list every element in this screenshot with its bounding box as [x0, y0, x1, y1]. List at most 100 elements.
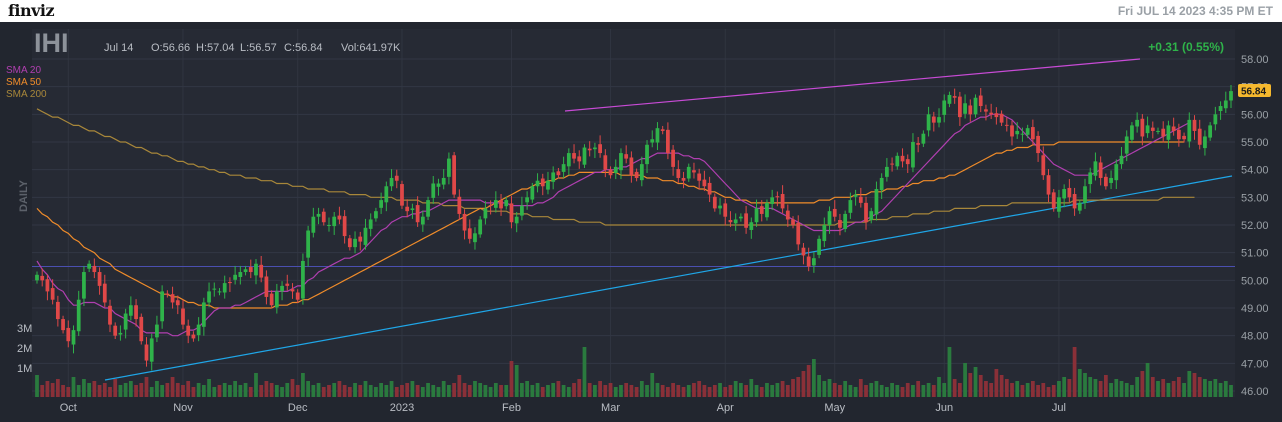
candle — [608, 166, 613, 179]
candle — [869, 207, 874, 224]
candle-body — [655, 128, 660, 143]
candle — [259, 255, 264, 283]
candle — [55, 295, 60, 327]
candle-body — [384, 186, 389, 203]
volume-bar — [994, 369, 999, 397]
volume-bar — [259, 385, 264, 397]
volume-bar — [332, 383, 337, 397]
candle — [123, 308, 128, 339]
volume-bar — [890, 383, 894, 397]
volume-bar — [457, 375, 462, 397]
candle-body — [780, 194, 785, 209]
volume-bar — [551, 383, 556, 397]
candle — [431, 176, 436, 204]
candle — [1067, 179, 1072, 203]
candle-body — [191, 334, 196, 339]
candle-body — [937, 117, 941, 123]
candle-body — [1088, 172, 1093, 185]
lower-trendline[interactable] — [104, 175, 1233, 381]
candle — [801, 242, 806, 265]
candle — [1015, 122, 1020, 139]
legend-sma200: SMA 200 — [6, 89, 47, 100]
candle-body — [733, 219, 738, 224]
candle — [1083, 178, 1087, 209]
y-tick-label: 46.00 — [1241, 386, 1269, 398]
candle-body — [931, 116, 936, 123]
volume-bar — [92, 381, 97, 397]
candle-body — [1015, 130, 1020, 135]
candle-body — [76, 299, 81, 332]
candle-body — [806, 256, 811, 267]
candle — [775, 191, 780, 207]
candle-body — [681, 177, 686, 181]
candle-body — [593, 147, 597, 150]
candle — [759, 200, 764, 222]
candle-body — [113, 325, 118, 336]
volume-bar — [963, 363, 967, 397]
candle — [911, 133, 915, 173]
candle-body — [879, 177, 884, 191]
volume-bar — [848, 385, 853, 397]
candle — [634, 168, 639, 182]
candle-body — [723, 203, 728, 217]
x-tick-label: Feb — [502, 402, 521, 414]
candle-body — [499, 200, 503, 209]
volume-bar — [666, 387, 670, 397]
candle — [817, 235, 821, 259]
candle-body — [853, 194, 858, 197]
upper-trendline[interactable] — [564, 58, 1141, 112]
candle-body — [1150, 127, 1155, 131]
candle-body — [739, 216, 743, 219]
volume-bar — [619, 385, 623, 397]
plot-area — [32, 29, 1235, 397]
candle-body — [1156, 130, 1160, 132]
candle-body — [702, 179, 707, 187]
volume-bar — [1062, 377, 1067, 397]
trendline-overlays — [32, 58, 1235, 381]
candle-body — [952, 96, 957, 98]
volume-bar — [155, 381, 159, 397]
candle — [170, 286, 175, 309]
candle — [155, 315, 159, 343]
candle-body — [160, 291, 165, 322]
candle — [812, 252, 816, 273]
candle — [952, 88, 957, 104]
volume-bar — [113, 379, 118, 397]
candle — [128, 296, 133, 321]
volume-bar — [243, 383, 248, 397]
candle-body — [838, 220, 842, 228]
candle — [118, 325, 123, 341]
candle — [723, 198, 728, 226]
candle-body — [660, 129, 665, 131]
candle — [228, 277, 232, 292]
candle-body — [483, 208, 488, 219]
candle — [791, 216, 795, 229]
volume-bar — [374, 387, 378, 397]
candle — [645, 140, 649, 173]
candle-body — [634, 171, 639, 178]
candle — [76, 290, 81, 336]
volume-tick-label: 2M — [17, 343, 32, 355]
volume-bar — [394, 387, 399, 397]
volume-bar — [827, 379, 832, 397]
volume-bar — [1223, 381, 1228, 397]
volume-bar — [1229, 385, 1233, 397]
volume-bar — [290, 379, 295, 397]
candle — [379, 192, 383, 214]
candle-body — [817, 238, 821, 255]
volume-bars — [35, 347, 1233, 397]
volume-bar — [905, 383, 910, 397]
volume-bar — [274, 385, 279, 397]
candle — [739, 213, 743, 222]
candle — [994, 107, 999, 125]
stock-chart[interactable]: 58.0057.0056.0055.0054.0053.0052.0051.00… — [0, 22, 1282, 422]
y-tick-label: 51.00 — [1241, 248, 1269, 260]
candle — [363, 218, 368, 250]
candle — [191, 331, 196, 342]
candle-body — [994, 113, 999, 118]
quote-date: Jul 14 — [104, 42, 133, 54]
ticker-symbol: IHI — [34, 28, 69, 58]
finviz-logo[interactable]: finviz — [8, 1, 55, 20]
candle-body — [796, 222, 801, 245]
candle — [947, 91, 952, 108]
